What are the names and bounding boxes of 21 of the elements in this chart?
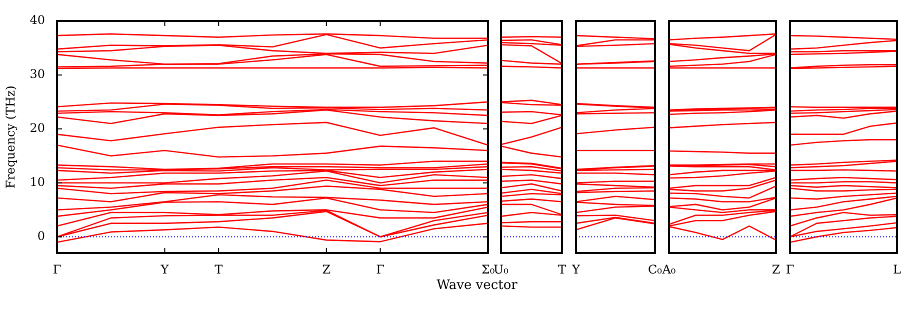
x-axis-title: Wave vector	[436, 278, 518, 293]
x-tick-label: Y	[571, 262, 582, 276]
x-tick-label: Σ₀	[481, 262, 495, 276]
x-tick-label: L	[893, 262, 902, 276]
x-tick-label: Z	[322, 262, 331, 276]
x-tick-label: Γ	[376, 262, 384, 276]
x-tick-label: A₀	[661, 262, 676, 276]
x-tick-label: T	[214, 262, 223, 276]
x-tick-label: Y	[160, 262, 170, 276]
y-tick-label: 20	[30, 121, 45, 136]
y-tick-label: 0	[37, 228, 45, 243]
y-tick-label: 30	[30, 67, 45, 82]
x-tick-label: T	[558, 262, 566, 276]
y-axis-title: Frequency (THz)	[3, 86, 18, 188]
x-tick-label: Z	[772, 262, 780, 276]
x-tick-label: Γ	[786, 262, 794, 276]
x-tick-label: Γ	[52, 262, 62, 276]
y-tick-label: 10	[30, 174, 45, 189]
y-tick-label: 40	[30, 13, 45, 28]
x-tick-label: U₀	[494, 262, 509, 276]
x-tick-label: C₀	[648, 262, 662, 276]
